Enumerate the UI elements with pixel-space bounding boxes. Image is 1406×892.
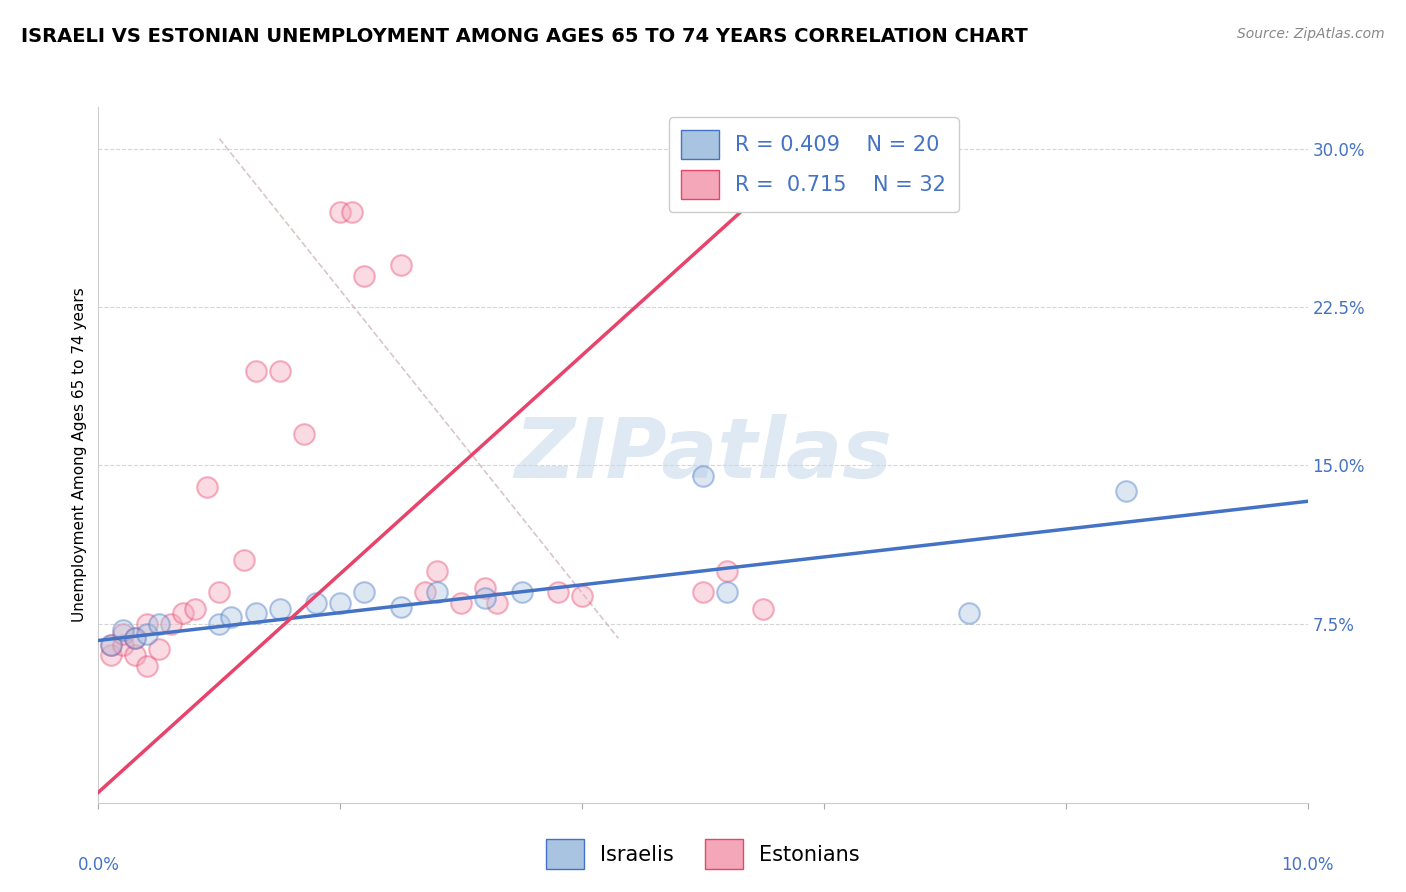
Point xyxy=(245,606,267,620)
Point xyxy=(353,585,375,599)
Point xyxy=(269,363,291,377)
Point xyxy=(510,585,533,599)
Text: ZIPatlas: ZIPatlas xyxy=(515,415,891,495)
Point xyxy=(426,564,449,578)
Point xyxy=(571,589,593,603)
Point xyxy=(100,638,122,652)
Point xyxy=(184,602,207,616)
Point xyxy=(426,585,449,599)
Point xyxy=(111,627,134,641)
Point xyxy=(547,585,569,599)
Point xyxy=(692,585,714,599)
Point xyxy=(269,602,291,616)
Point xyxy=(957,606,980,620)
Point xyxy=(292,426,315,441)
Point xyxy=(305,595,328,609)
Point xyxy=(208,616,231,631)
Point xyxy=(716,564,738,578)
Point xyxy=(692,469,714,483)
Text: Source: ZipAtlas.com: Source: ZipAtlas.com xyxy=(1237,27,1385,41)
Point xyxy=(1115,483,1137,498)
Point xyxy=(221,610,243,624)
Point xyxy=(342,205,364,219)
Text: 0.0%: 0.0% xyxy=(77,855,120,873)
Point xyxy=(389,258,412,272)
Point xyxy=(245,363,267,377)
Point xyxy=(135,658,157,673)
Point xyxy=(160,616,183,631)
Point xyxy=(124,632,146,646)
Point xyxy=(329,205,352,219)
Y-axis label: Unemployment Among Ages 65 to 74 years: Unemployment Among Ages 65 to 74 years xyxy=(72,287,87,623)
Text: 10.0%: 10.0% xyxy=(1281,855,1334,873)
Point xyxy=(486,595,509,609)
Point xyxy=(195,479,218,493)
Point xyxy=(474,581,496,595)
Legend: Israelis, Estonians: Israelis, Estonians xyxy=(537,831,869,877)
Point xyxy=(353,268,375,283)
Point xyxy=(474,591,496,606)
Point xyxy=(124,648,146,663)
Point xyxy=(148,641,170,656)
Point xyxy=(389,599,412,614)
Point xyxy=(232,553,254,567)
Point xyxy=(124,632,146,646)
Text: ISRAELI VS ESTONIAN UNEMPLOYMENT AMONG AGES 65 TO 74 YEARS CORRELATION CHART: ISRAELI VS ESTONIAN UNEMPLOYMENT AMONG A… xyxy=(21,27,1028,45)
Point xyxy=(172,606,194,620)
Point xyxy=(208,585,231,599)
Point xyxy=(148,616,170,631)
Point xyxy=(752,602,775,616)
Point xyxy=(135,616,157,631)
Point xyxy=(111,623,134,637)
Point xyxy=(100,648,122,663)
Point xyxy=(413,585,436,599)
Point xyxy=(111,638,134,652)
Point xyxy=(329,595,352,609)
Point xyxy=(450,595,472,609)
Point xyxy=(100,638,122,652)
Point xyxy=(716,585,738,599)
Legend: R = 0.409    N = 20, R =  0.715    N = 32: R = 0.409 N = 20, R = 0.715 N = 32 xyxy=(669,118,959,211)
Point xyxy=(135,627,157,641)
